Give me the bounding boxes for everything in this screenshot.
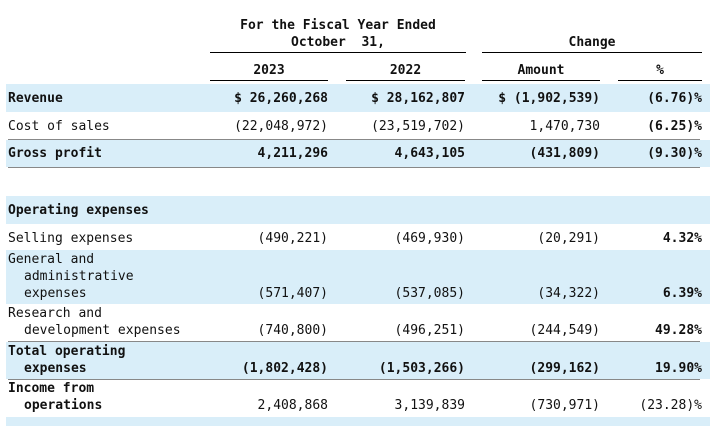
revenue-2023: $ 26,260,268 (234, 91, 328, 106)
income-ops-change-pct: (23.28)% (639, 398, 702, 413)
row-label-total-opex-line2: expenses (24, 361, 87, 376)
row-band-g-and-a (6, 250, 710, 304)
col-rule-pct (618, 80, 702, 81)
g-and-a-change-amount: (34,322) (537, 286, 600, 301)
row-label-g-and-a-line2: administrative (24, 269, 134, 284)
gross-profit-2022: 4,643,105 (394, 146, 465, 161)
revenue-change-amount: $ (1,902,539) (498, 91, 600, 106)
cost-of-sales-change-amount: 1,470,730 (529, 119, 600, 134)
revenue-2022: $ 28,162,807 (371, 91, 465, 106)
gross-profit-2023: 4,211,296 (257, 146, 328, 161)
col-header-amount: Amount (517, 63, 565, 78)
total-opex-change-pct: 19.90% (655, 361, 702, 376)
r-and-d-change-pct: 49.28% (655, 323, 702, 338)
row-label-operating-expenses: Operating expenses (8, 203, 149, 218)
total-opex-rule (8, 379, 700, 380)
row-label-gross-profit: Gross profit (8, 146, 102, 161)
row-band-revenue (6, 84, 710, 112)
change-header: Change (568, 35, 616, 50)
opex-subtotal-rule (8, 341, 700, 342)
row-label-income-ops-line1: Income from (8, 381, 95, 396)
cost-of-sales-2022: (23,519,702) (371, 119, 465, 134)
col-header-2023: 2023 (253, 63, 285, 78)
selling-change-pct: 4.32% (662, 231, 702, 246)
col-rule-2023 (210, 80, 328, 81)
fiscal-year-header-line2: October 31, (291, 35, 385, 50)
fiscal-year-header-line1: For the Fiscal Year Ended (240, 18, 436, 33)
row-label-selling-expenses: Selling expenses (8, 231, 134, 246)
r-and-d-change-amount: (244,549) (529, 323, 600, 338)
r-and-d-2022: (496,251) (394, 323, 465, 338)
total-opex-change-amount: (299,162) (529, 361, 600, 376)
row-band-gross-profit (6, 140, 710, 167)
income-ops-change-amount: (730,971) (529, 398, 600, 413)
cost-of-sales-2023: (22,048,972) (234, 119, 328, 134)
total-opex-2022: (1,503,266) (378, 361, 465, 376)
header-rule-fiscal (210, 52, 466, 53)
row-label-r-and-d-line1: Research and (8, 306, 102, 321)
selling-2022: (469,930) (394, 231, 465, 246)
row-band-operating-expenses (6, 196, 710, 224)
cost-of-sales-change-pct: (6.25)% (647, 119, 702, 134)
col-header-pct: % (656, 63, 664, 78)
g-and-a-2022: (537,085) (394, 286, 465, 301)
selling-2023: (490,221) (257, 231, 328, 246)
row-band-total-opex (6, 342, 710, 379)
subtotal-rule (8, 139, 700, 140)
gross-profit-rule (8, 167, 700, 168)
total-opex-2023: (1,802,428) (241, 361, 328, 376)
gross-profit-change-amount: (431,809) (529, 146, 600, 161)
col-header-2022: 2022 (389, 63, 422, 78)
row-label-cost-of-sales: Cost of sales (8, 119, 110, 134)
row-label-g-and-a-line3: expenses (24, 286, 87, 301)
revenue-change-pct: (6.76)% (647, 91, 702, 106)
income-ops-2023: 2,408,868 (257, 398, 328, 413)
row-label-r-and-d-line2: development expenses (24, 323, 181, 338)
row-label-income-ops-line2: operations (24, 398, 103, 413)
r-and-d-2023: (740,800) (257, 323, 328, 338)
col-rule-2022 (346, 80, 465, 81)
gross-profit-change-pct: (9.30)% (647, 146, 702, 161)
row-label-revenue: Revenue (8, 91, 63, 106)
col-rule-amount (482, 80, 600, 81)
selling-change-amount: (20,291) (537, 231, 600, 246)
row-label-g-and-a-line1: General and (8, 252, 95, 267)
row-label-total-opex-line1: Total operating (8, 344, 126, 359)
g-and-a-change-pct: 6.39% (662, 286, 702, 301)
row-band-bottom (6, 417, 710, 426)
income-ops-2022: 3,139,839 (394, 398, 465, 413)
header-rule-change (482, 52, 702, 53)
g-and-a-2023: (571,407) (257, 286, 328, 301)
